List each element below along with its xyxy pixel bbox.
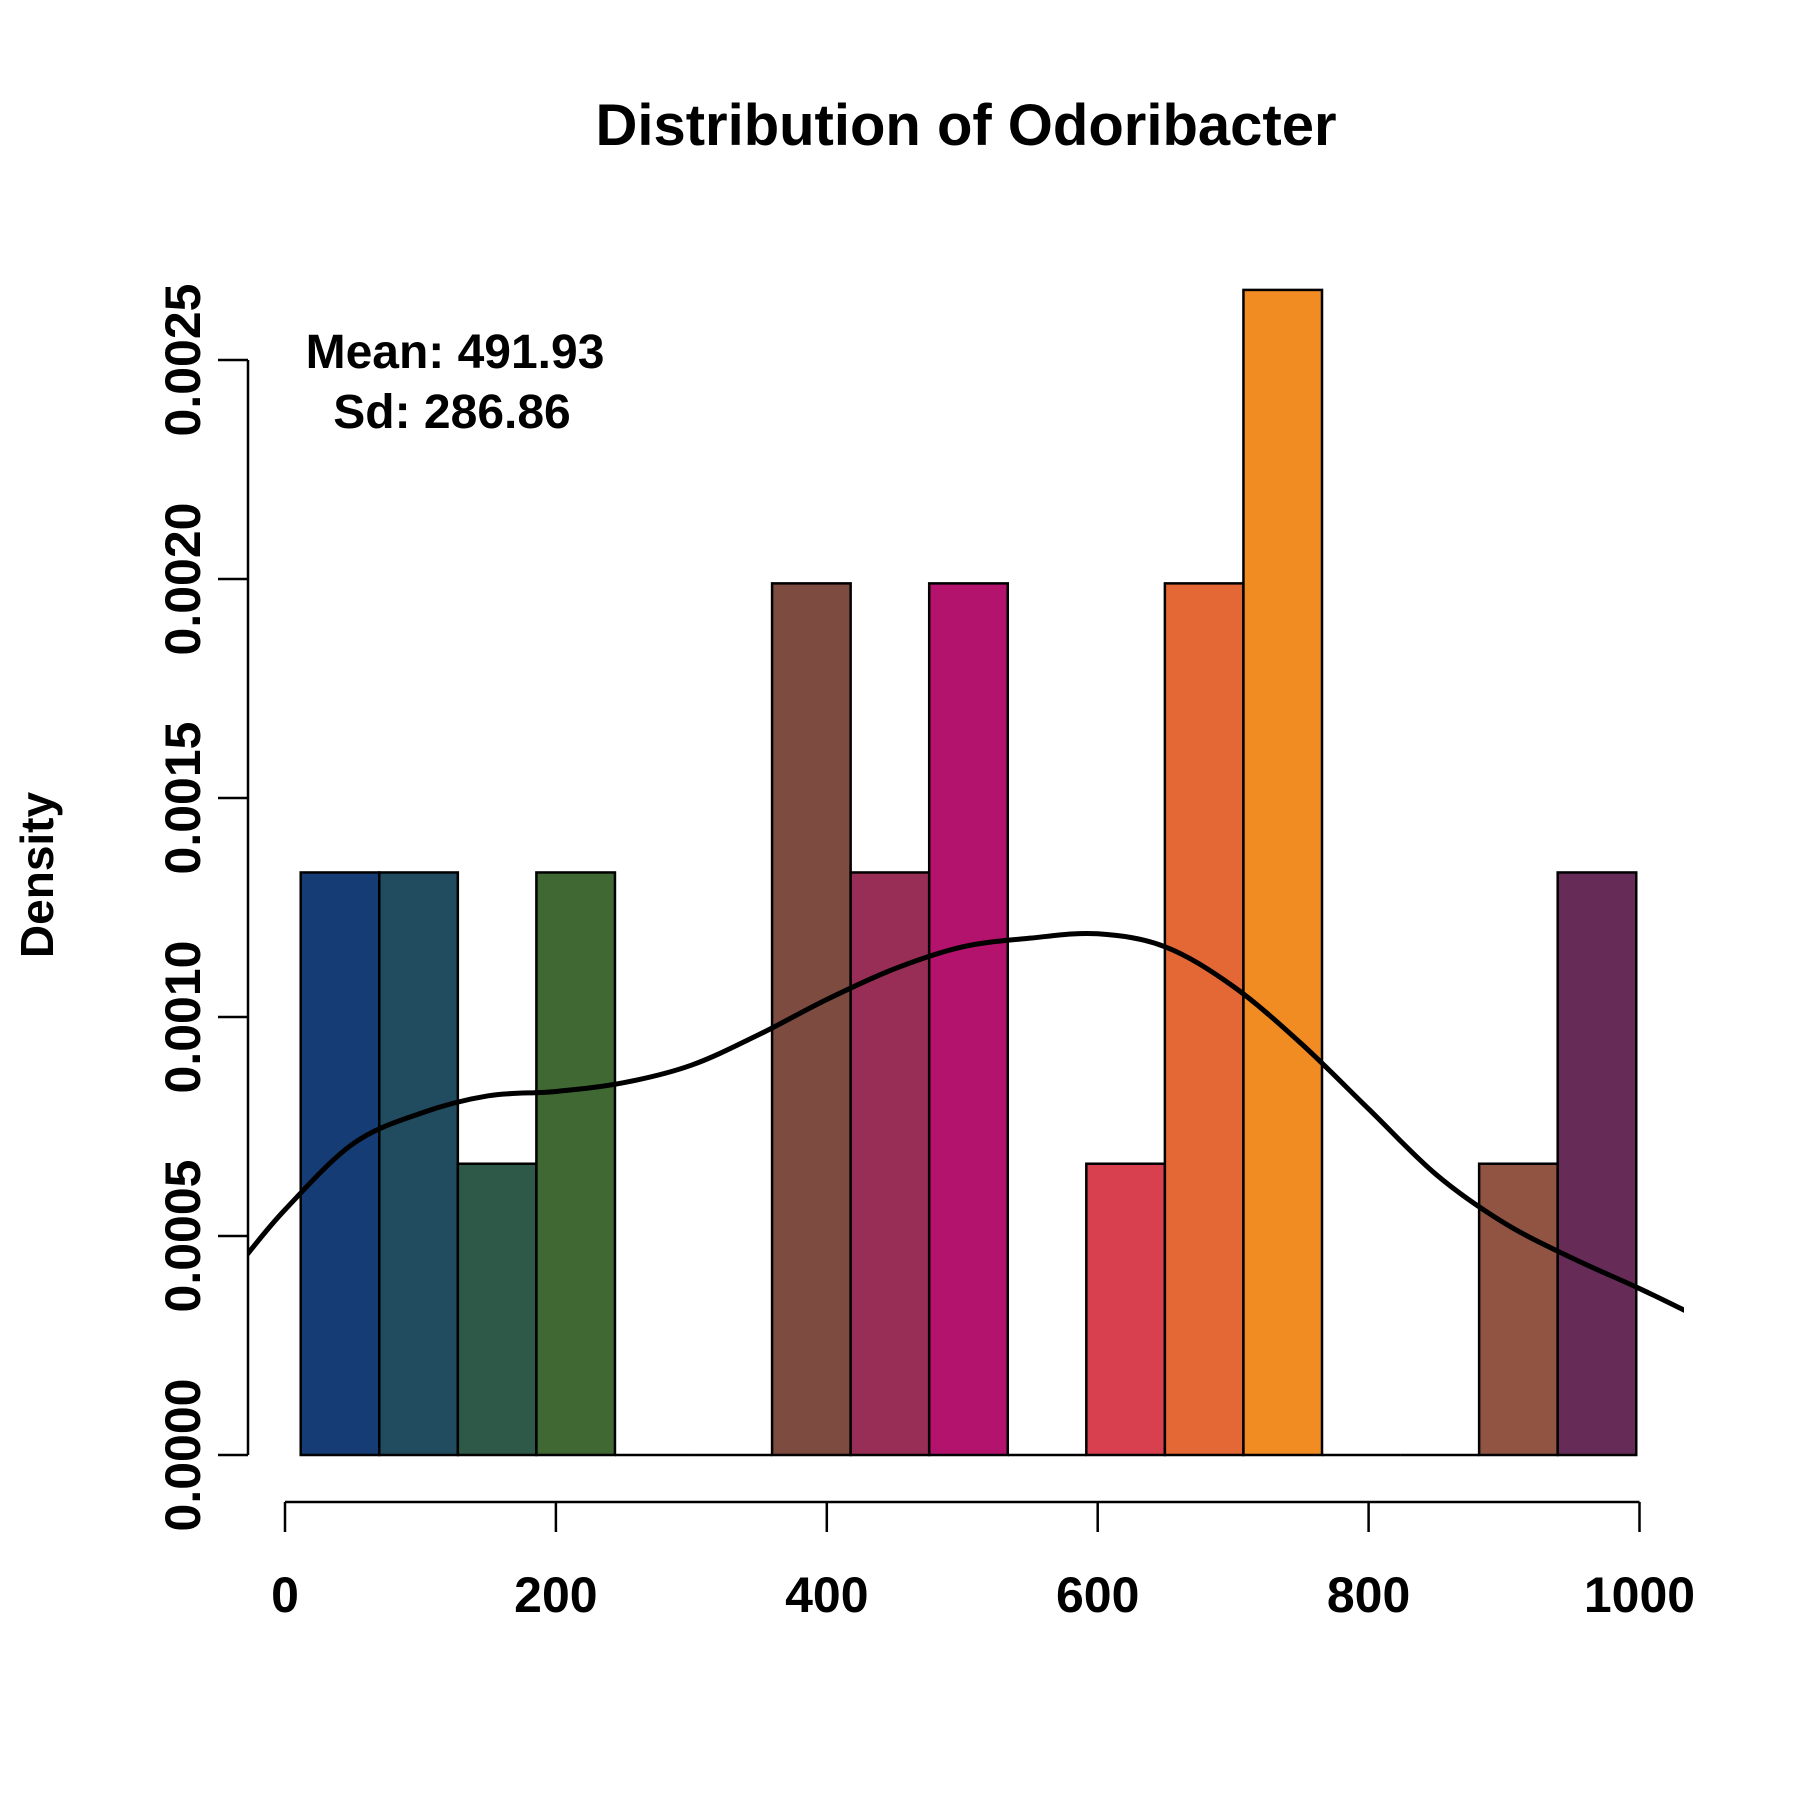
y-tick-label: 0.0025	[155, 284, 211, 437]
x-tick-label: 600	[1056, 1567, 1139, 1623]
y-axis-label: Density	[11, 792, 63, 959]
histogram-bar	[1242, 288, 1324, 1457]
histogram-bar	[1556, 871, 1638, 1457]
histogram-bars	[299, 288, 1638, 1457]
y-tick-label: 0.0020	[155, 503, 211, 656]
histogram-bar	[1163, 582, 1245, 1457]
y-tick-label: 0.0000	[155, 1379, 211, 1532]
stats-annotation: Mean: 491.93 Sd: 286.86	[306, 326, 605, 439]
x-tick-label: 800	[1327, 1567, 1410, 1623]
y-tick-label: 0.0015	[155, 722, 211, 875]
sd-annotation: Sd: 286.86	[333, 386, 570, 439]
chart-title: Distribution of Odoribacter	[595, 93, 1336, 158]
x-tick-label: 0	[271, 1567, 299, 1623]
y-tick-label: 0.0005	[155, 1160, 211, 1313]
y-tick-label: 0.0010	[155, 941, 211, 1094]
x-axis: 0 200 400 600 800 1000	[271, 1500, 1695, 1623]
y-axis: 0.0000 0.0005 0.0010 0.0015 0.0020 0.0025	[155, 284, 250, 1532]
x-tick-label: 1000	[1584, 1567, 1695, 1623]
histogram-bar	[927, 582, 1010, 1457]
histogram-bar	[299, 871, 381, 1457]
x-tick-label: 400	[785, 1567, 868, 1623]
histogram-bar	[378, 871, 460, 1457]
mean-annotation: Mean: 491.93	[306, 326, 605, 379]
histogram-bar	[1085, 1162, 1167, 1457]
density-curve	[248, 930, 1684, 1313]
x-tick-label: 200	[514, 1567, 597, 1623]
histogram-bar	[456, 1162, 538, 1457]
histogram-bar	[1477, 1162, 1559, 1457]
histogram-bar	[535, 871, 617, 1457]
